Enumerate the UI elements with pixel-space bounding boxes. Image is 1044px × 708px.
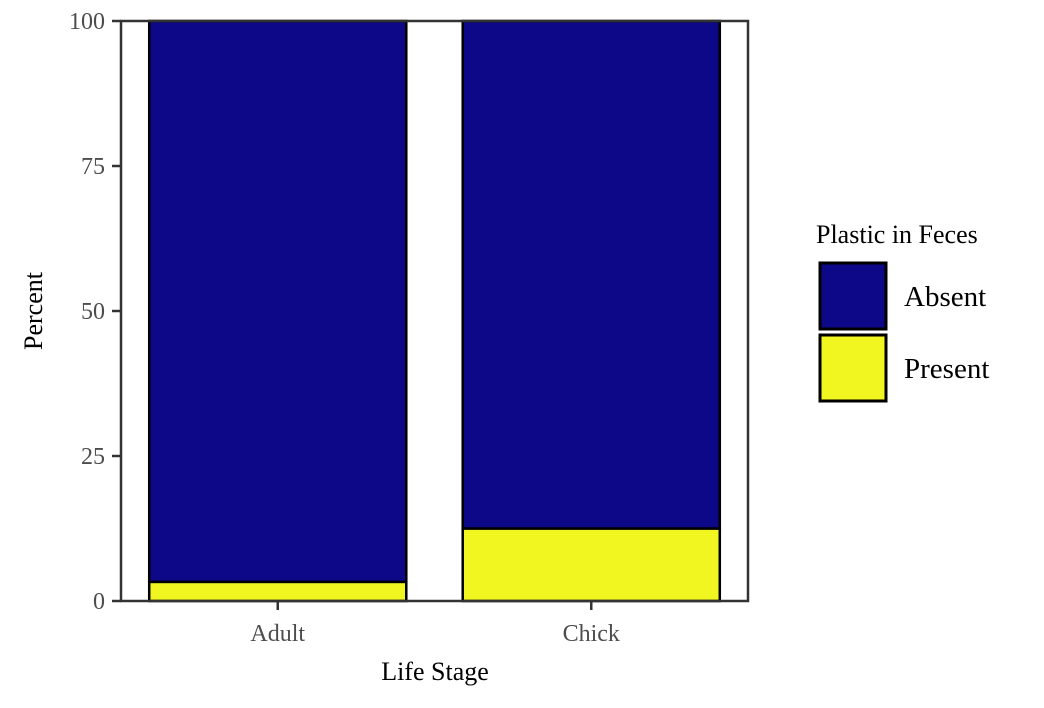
legend-items: Absent Present <box>818 261 989 403</box>
x-tick-label: Chick <box>563 621 620 647</box>
legend-label-absent: Absent <box>904 281 986 313</box>
bar-chick-absent <box>461 19 722 530</box>
y-tick-label: 100 <box>69 9 105 35</box>
bars-layer <box>147 19 722 603</box>
y-axis-title: Percent <box>19 271 48 350</box>
bar-chick-present <box>461 527 722 603</box>
legend-key-absent <box>818 261 888 331</box>
legend-key-present <box>818 333 888 403</box>
x-axis: Adult Chick <box>250 601 620 647</box>
legend-title: Plastic in Feces <box>816 220 978 249</box>
y-tick-label: 25 <box>81 444 105 470</box>
bar-adult-absent <box>147 19 408 584</box>
y-tick-label: 50 <box>81 299 105 325</box>
y-tick-label: 0 <box>93 589 105 615</box>
bar-adult-present <box>147 580 408 603</box>
x-tick-label: Adult <box>250 621 305 647</box>
y-tick-label: 75 <box>81 154 105 180</box>
y-axis: 0 25 50 75 100 <box>69 9 121 615</box>
x-axis-title: Life Stage <box>381 657 489 686</box>
legend: Plastic in Feces Absent Present <box>816 220 989 403</box>
legend-label-present: Present <box>904 353 989 385</box>
